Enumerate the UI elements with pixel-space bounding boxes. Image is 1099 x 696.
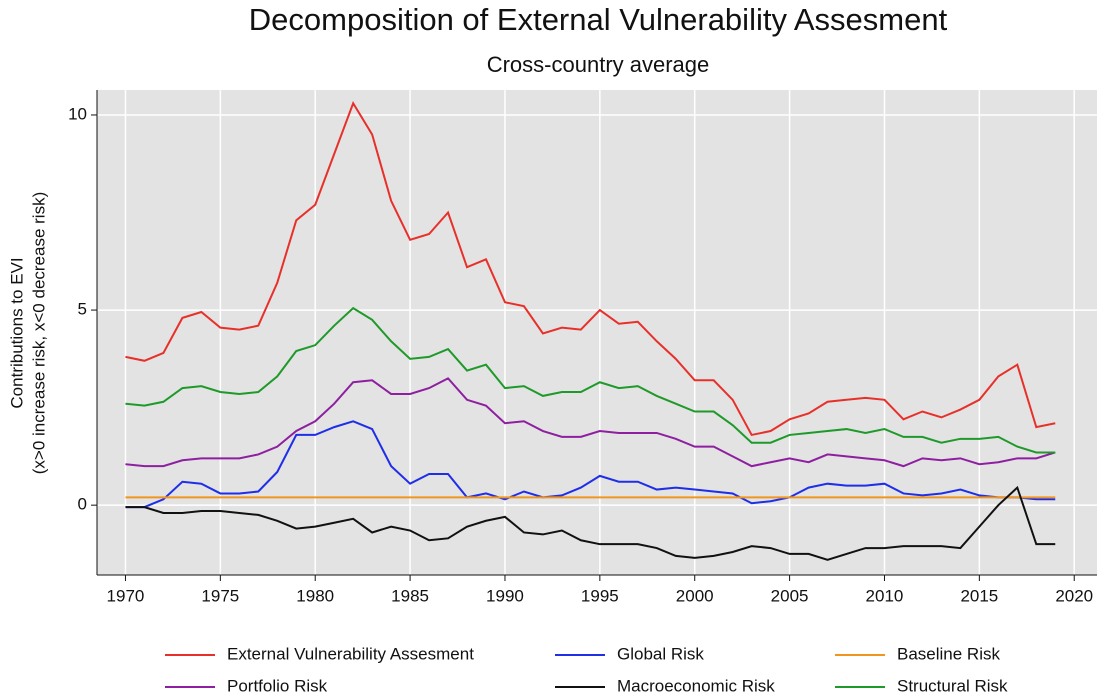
x-tick-label: 1980 <box>296 586 334 605</box>
legend-label: Structural Risk <box>897 676 1008 695</box>
y-axis-label: Contributions to EVI <box>7 257 26 408</box>
x-tick-label: 1985 <box>391 586 429 605</box>
legend-label: Baseline Risk <box>897 644 1000 663</box>
legend-label: Portfolio Risk <box>227 676 328 695</box>
series-line <box>125 377 1056 468</box>
series-line <box>125 420 1056 509</box>
legend-label: External Vulnerability Assesment <box>227 644 474 663</box>
x-tick-label: 1975 <box>201 586 239 605</box>
series-line <box>125 100 1056 437</box>
plot-background <box>97 90 1097 575</box>
chart-subtitle: Cross-country average <box>487 52 710 77</box>
y-tick-label: 0 <box>78 495 87 514</box>
x-tick-label: 2005 <box>771 586 809 605</box>
series-line <box>125 485 1056 561</box>
chart-title: Decomposition of External Vulnerability … <box>249 2 948 37</box>
x-tick-label: 2015 <box>960 586 998 605</box>
y-tick-label: 5 <box>78 300 87 319</box>
y-axis-label: (x>0 increase risk, x<0 decrease risk) <box>29 192 48 475</box>
x-tick-label: 1970 <box>107 586 145 605</box>
x-tick-label: 2010 <box>866 586 904 605</box>
x-tick-label: 1990 <box>486 586 524 605</box>
x-tick-label: 2020 <box>1055 586 1093 605</box>
series-line <box>125 306 1056 454</box>
y-tick-label: 10 <box>68 104 87 123</box>
x-tick-label: 1995 <box>581 586 619 605</box>
x-tick-label: 2000 <box>676 586 714 605</box>
legend-label: Global Risk <box>617 644 704 663</box>
legend-label: Macroeconomic Risk <box>617 676 775 695</box>
